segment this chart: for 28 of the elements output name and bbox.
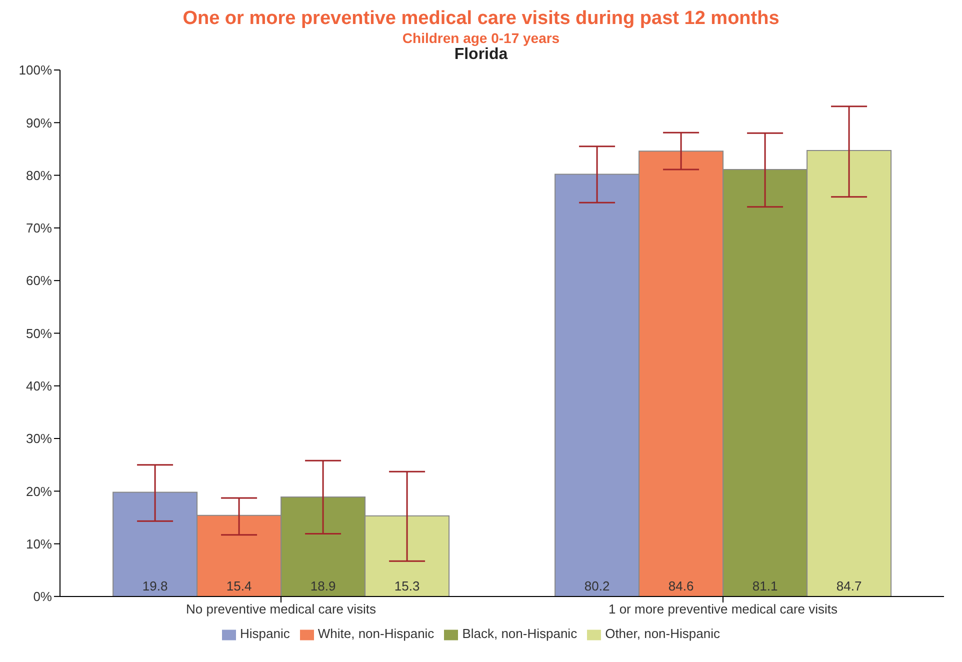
data-label: 18.9 (310, 578, 336, 594)
chart-subtitle: Children age 0-17 years (401, 30, 561, 46)
legend-label: Other, non-Hispanic (605, 626, 720, 642)
legend-label: White, non-Hispanic (318, 626, 434, 642)
text: Florida (453, 46, 509, 64)
data-label: 80.2 (584, 578, 610, 594)
y-tick-label: 30% (26, 431, 52, 446)
y-tick-label: 100% (18, 62, 52, 78)
y-tick-label: 50% (26, 326, 52, 341)
legend-label: Hispanic (240, 626, 290, 642)
y-tick-label: 60% (26, 273, 52, 288)
x-tick-label: 1 or more preventive medical care visits (608, 602, 838, 617)
y-tick-label: 20% (26, 484, 52, 499)
data-label: 84.7 (836, 578, 862, 594)
x-tick-label: No preventive medical care visits (186, 602, 376, 617)
data-label: 19.8 (142, 578, 168, 594)
data-label: 81.1 (752, 578, 778, 594)
y-tick-label: 40% (26, 378, 52, 394)
y-tick-label: 0% (33, 589, 52, 604)
data-label: 84.6 (668, 578, 694, 594)
y-tick-label: 10% (26, 536, 52, 552)
y-tick-label: 90% (26, 115, 52, 130)
data-label: 15.3 (394, 578, 420, 594)
chart-title: One or more preventive medical care visits during past 12 months (182, 8, 780, 30)
y-tick-label: 80% (26, 168, 52, 183)
y-tick-label: 70% (26, 220, 52, 236)
legend-label: Black, non-Hispanic (462, 626, 578, 642)
data-label: 15.4 (226, 578, 252, 594)
